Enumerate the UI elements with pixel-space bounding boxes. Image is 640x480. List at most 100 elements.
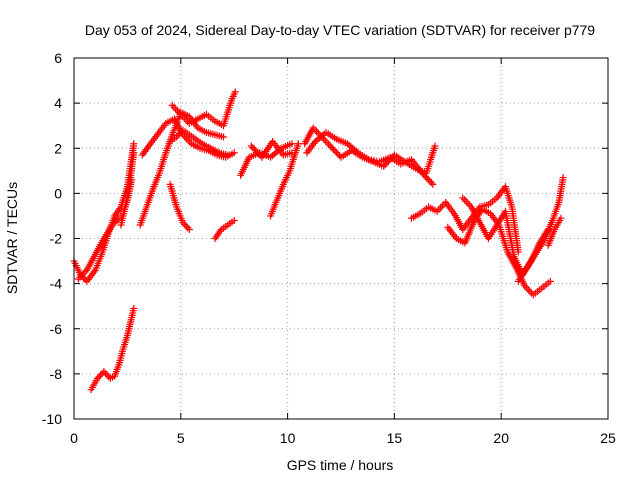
data-point xyxy=(329,145,337,153)
series-track-a xyxy=(70,140,138,285)
data-point xyxy=(230,149,238,157)
x-tick-label: 10 xyxy=(280,430,296,446)
data-point xyxy=(464,199,472,207)
series-track-d xyxy=(117,149,138,229)
y-tick-label: 4 xyxy=(54,95,62,111)
data-point xyxy=(110,219,118,227)
data-point xyxy=(418,169,426,177)
data-point xyxy=(331,147,339,155)
series-track-s xyxy=(514,174,567,285)
data-point xyxy=(179,219,187,227)
data-point xyxy=(332,148,340,156)
data-point xyxy=(173,133,181,141)
series-track-i xyxy=(166,180,193,233)
data-point xyxy=(557,214,565,222)
data-point xyxy=(424,176,432,184)
data-point xyxy=(130,304,138,312)
tick-layer: 0 5 10 15 20 25 -10 -8 -6 -4 -2 0 2 4 6 xyxy=(42,50,616,446)
data-point xyxy=(250,145,258,153)
data-point xyxy=(100,368,108,376)
data-point xyxy=(427,179,435,187)
data-point xyxy=(108,221,116,229)
series-track-j xyxy=(211,216,238,242)
y-tick-label: -4 xyxy=(50,276,63,292)
data-point xyxy=(130,149,138,157)
data-point xyxy=(185,225,193,233)
series-track-m xyxy=(267,140,302,220)
data-point xyxy=(184,224,192,232)
data-point xyxy=(438,202,446,210)
data-point xyxy=(176,130,184,138)
y-tick-label: 2 xyxy=(54,140,62,156)
x-axis-label: GPS time / hours xyxy=(287,457,394,473)
data-point xyxy=(546,277,554,285)
data-point xyxy=(102,369,110,377)
data-point xyxy=(459,194,467,202)
series-track-t xyxy=(544,214,565,249)
data-point xyxy=(112,218,120,226)
y-tick-label: 0 xyxy=(54,185,62,201)
data-point xyxy=(97,371,105,379)
y-tick-label: -8 xyxy=(50,366,63,382)
x-tick-label: 25 xyxy=(600,430,616,446)
data-point xyxy=(247,142,255,150)
data-point xyxy=(252,147,260,155)
data-point xyxy=(423,174,431,182)
data-point xyxy=(174,131,182,139)
data-point xyxy=(288,140,296,148)
series-track-r xyxy=(459,194,552,279)
data-point xyxy=(253,148,261,156)
data-point xyxy=(328,144,336,152)
data-point xyxy=(172,105,180,113)
data-point xyxy=(230,216,238,224)
data-point xyxy=(524,285,532,293)
y-tick-label: -6 xyxy=(50,321,63,337)
y-tick-label: -2 xyxy=(50,231,63,247)
data-point xyxy=(220,133,228,141)
data-point xyxy=(294,140,302,148)
data-point xyxy=(462,197,470,205)
data-point xyxy=(325,140,333,148)
data-point xyxy=(380,162,388,170)
series-track-c xyxy=(87,304,138,394)
data-point xyxy=(421,172,429,180)
data-point xyxy=(559,174,567,182)
series-track-o xyxy=(303,128,437,188)
data-point xyxy=(313,128,321,136)
data-point xyxy=(255,150,263,158)
chart-title: Day 053 of 2024, Sidereal Day-to-day VTE… xyxy=(85,22,595,38)
data-point xyxy=(184,118,192,126)
data-point xyxy=(181,220,189,228)
x-tick-label: 20 xyxy=(493,430,509,446)
grid-layer xyxy=(74,58,608,419)
data-point xyxy=(383,159,391,167)
data-point xyxy=(334,150,342,158)
data-point xyxy=(93,374,101,382)
data-point xyxy=(175,109,183,117)
data-point xyxy=(429,180,437,188)
data-point xyxy=(460,196,468,204)
data-point xyxy=(231,88,239,96)
y-tick-label: -10 xyxy=(42,411,62,427)
data-point xyxy=(431,142,439,150)
data-point xyxy=(182,222,190,230)
data-point xyxy=(420,171,428,179)
data-point xyxy=(95,373,103,381)
x-tick-label: 15 xyxy=(387,430,403,446)
data-point xyxy=(170,103,178,111)
data-point xyxy=(435,206,443,214)
x-tick-label: 5 xyxy=(177,430,185,446)
data-point xyxy=(224,151,232,159)
y-axis-label: SDTVAR / TECUs xyxy=(4,182,20,294)
series-track-h xyxy=(166,126,232,159)
data-point xyxy=(103,371,111,379)
data-layer xyxy=(70,88,567,394)
series-track-p xyxy=(407,183,522,256)
data-point xyxy=(381,161,389,169)
series-track-q xyxy=(444,205,554,299)
x-tick-label: 0 xyxy=(70,430,78,446)
plot-frame xyxy=(73,57,609,420)
y-tick-label: 6 xyxy=(54,50,62,66)
series-track-l xyxy=(247,137,296,161)
